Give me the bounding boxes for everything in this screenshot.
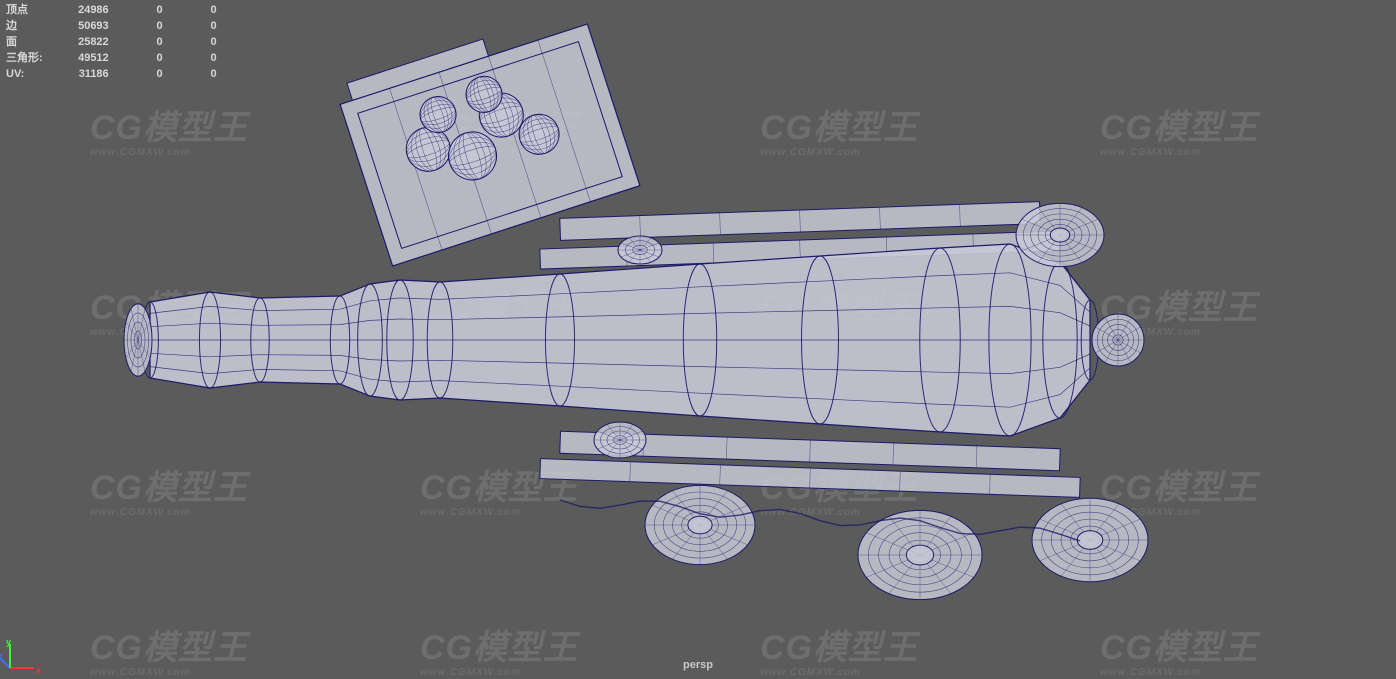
- axis-x-label: x: [36, 665, 41, 675]
- hud-row-value: 0: [109, 66, 163, 82]
- hud-row-value: 0: [163, 2, 217, 18]
- axis-z-label: z: [0, 651, 3, 661]
- hud-table: 顶点2498600边5069300面2582200三角形:4951200UV:3…: [6, 2, 217, 82]
- poly-count-hud: 顶点2498600边5069300面2582200三角形:4951200UV:3…: [0, 0, 217, 82]
- viewport-3d[interactable]: CG模型王www.CGMXW.comCG模型王www.CGMXW.comCG模型…: [0, 0, 1396, 679]
- wireframe-model: [0, 0, 1396, 679]
- axis-y-line: [9, 644, 11, 668]
- hud-row-label: UV:: [6, 66, 55, 82]
- hud-row-value: 0: [163, 18, 217, 34]
- axis-x-line: [10, 667, 34, 669]
- hud-row-value: 0: [109, 18, 163, 34]
- hud-row-value: 25822: [55, 34, 109, 50]
- axis-y-label: y: [6, 637, 11, 647]
- hud-row-value: 31186: [55, 66, 109, 82]
- hud-row-label: 边: [6, 18, 55, 34]
- hud-row-label: 顶点: [6, 2, 55, 18]
- hud-row-value: 0: [163, 50, 217, 66]
- hud-row-label: 面: [6, 34, 55, 50]
- hud-row-value: 0: [109, 34, 163, 50]
- hud-row-value: 49512: [55, 50, 109, 66]
- hud-row-value: 0: [109, 50, 163, 66]
- camera-name-label: persp: [683, 659, 713, 671]
- hud-row-value: 0: [163, 66, 217, 82]
- hud-row-value: 0: [163, 34, 217, 50]
- model-layer: [0, 0, 1396, 679]
- hud-row-value: 50693: [55, 18, 109, 34]
- hud-row-value: 24986: [55, 2, 109, 18]
- hud-row-label: 三角形:: [6, 50, 55, 66]
- axis-gizmo[interactable]: x y z: [6, 633, 46, 673]
- hud-row-value: 0: [109, 2, 163, 18]
